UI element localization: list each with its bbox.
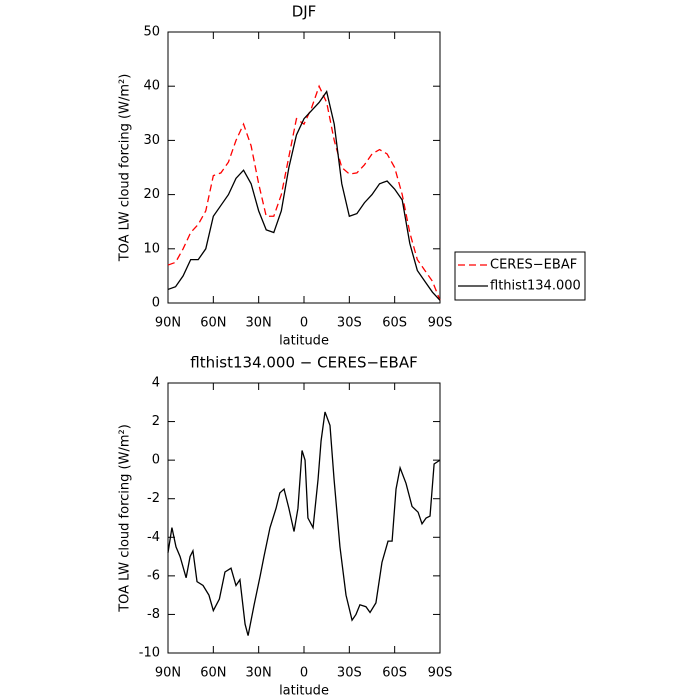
x-tick-label: 30N xyxy=(246,666,272,681)
y-tick-label: -4 xyxy=(147,530,160,545)
y-tick-label: 10 xyxy=(143,241,160,256)
x-tick-label: 90S xyxy=(428,666,453,681)
x-tick-label: 60S xyxy=(382,316,407,331)
x-tick-label: 90S xyxy=(428,316,453,331)
plot-frame xyxy=(167,31,441,304)
data-line xyxy=(167,84,441,301)
y-axis-label: TOA LW cloud forcing (W/m²) xyxy=(118,74,133,263)
y-tick-label: 2 xyxy=(152,414,160,429)
y-tick-label: 4 xyxy=(152,376,160,391)
y-tick-label: -2 xyxy=(147,491,160,506)
x-tick-label: 60S xyxy=(382,666,407,681)
y-tick-label: 0 xyxy=(152,296,160,311)
x-tick-label: 30N xyxy=(246,316,272,331)
x-tick-label: 90N xyxy=(155,316,181,331)
x-tick-label: 60N xyxy=(200,316,226,331)
chart-title: DJF xyxy=(292,3,317,21)
legend-label: flthist134.000 xyxy=(490,279,581,294)
y-axis-label: TOA LW cloud forcing (W/m²) xyxy=(118,424,133,613)
data-line xyxy=(167,90,441,301)
x-axis-label: latitude xyxy=(279,334,329,349)
x-tick-label: 0 xyxy=(300,666,308,681)
x-tick-label: 0 xyxy=(300,316,308,331)
y-tick-label: 50 xyxy=(143,25,160,40)
x-tick-label: 90N xyxy=(155,666,181,681)
y-tick-label: 0 xyxy=(152,453,160,468)
data-line xyxy=(167,411,441,636)
x-tick-label: 60N xyxy=(200,666,226,681)
y-tick-label: 40 xyxy=(143,79,160,94)
x-tick-label: 30S xyxy=(337,666,362,681)
plot-frame xyxy=(167,382,441,654)
y-tick-label: -10 xyxy=(139,646,160,661)
y-tick-label: 30 xyxy=(143,133,160,148)
y-tick-label: -6 xyxy=(147,568,160,583)
legend-label: CERES−EBAF xyxy=(490,258,577,273)
x-axis-label: latitude xyxy=(279,684,329,699)
y-tick-label: -8 xyxy=(147,607,160,622)
legend-box xyxy=(454,251,586,301)
x-tick-label: 30S xyxy=(337,316,362,331)
chart-title: flthist134.000 − CERES−EBAF xyxy=(190,354,417,372)
y-tick-label: 20 xyxy=(143,187,160,202)
